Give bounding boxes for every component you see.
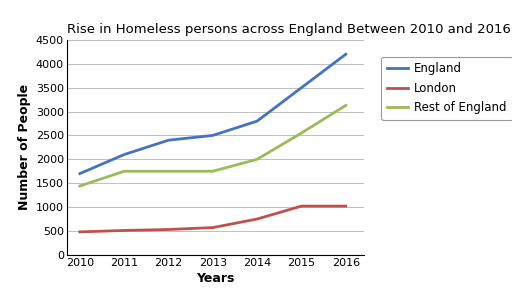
Rest of England <box>77 184 83 188</box>
England <box>77 172 83 176</box>
Y-axis label: Number of People: Number of People <box>18 84 32 210</box>
London <box>343 204 349 208</box>
London <box>165 228 172 231</box>
England <box>254 119 260 123</box>
London <box>121 229 127 232</box>
England <box>165 138 172 142</box>
Line: England: England <box>80 54 346 174</box>
Text: Rise in Homeless persons across England Between 2010 and 2016: Rise in Homeless persons across England … <box>67 23 510 36</box>
Rest of England <box>254 157 260 161</box>
Rest of England <box>298 131 305 135</box>
Line: London: London <box>80 206 346 232</box>
England <box>343 52 349 56</box>
London <box>210 226 216 229</box>
Line: Rest of England: Rest of England <box>80 105 346 186</box>
Rest of England <box>165 169 172 173</box>
Legend: England, London, Rest of England: England, London, Rest of England <box>381 56 512 120</box>
England <box>298 86 305 90</box>
London <box>254 217 260 221</box>
X-axis label: Years: Years <box>196 272 234 285</box>
London <box>298 204 305 208</box>
Rest of England <box>343 103 349 107</box>
England <box>210 134 216 137</box>
Rest of England <box>210 169 216 173</box>
London <box>77 230 83 234</box>
Rest of England <box>121 169 127 173</box>
England <box>121 153 127 156</box>
